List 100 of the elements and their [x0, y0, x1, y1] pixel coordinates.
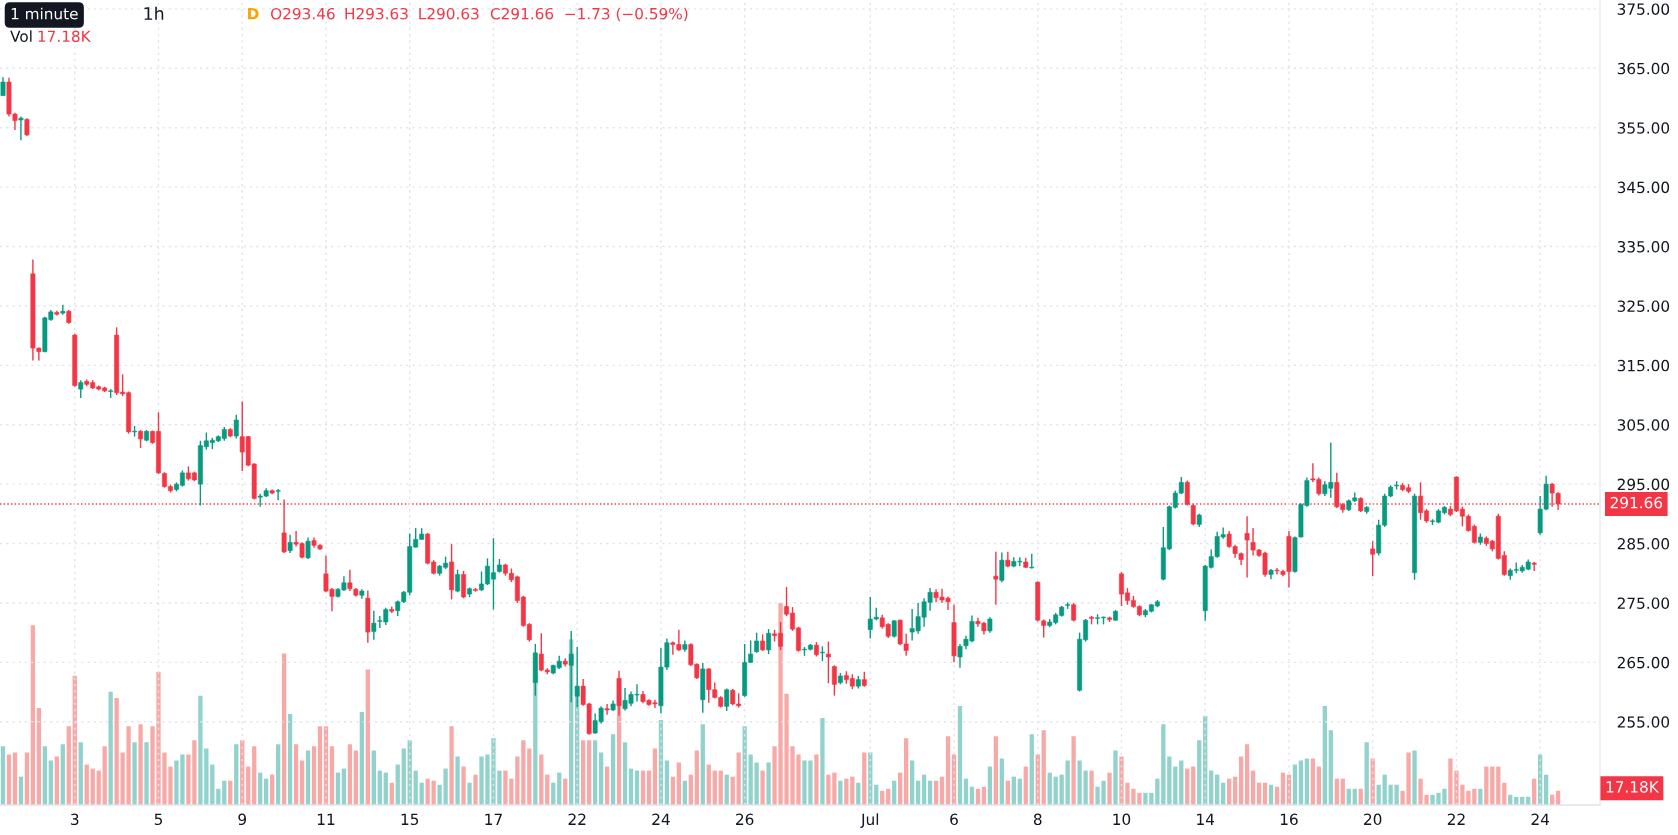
x-tick-label: 10: [1113, 813, 1131, 826]
x-tick-label: 22: [568, 813, 586, 825]
bar: [1298, 760, 1304, 805]
bar: [108, 691, 113, 805]
x-tick-label: 26: [736, 813, 754, 826]
bar: [467, 782, 472, 805]
annotation: O293.46: [271, 7, 335, 20]
bar: [455, 756, 460, 805]
bar: [694, 750, 699, 805]
bar: [60, 744, 65, 805]
bar: [1197, 740, 1202, 805]
bar: [36, 707, 42, 805]
bar: [66, 726, 71, 805]
candlestick: [754, 631, 760, 654]
bar: [24, 752, 30, 805]
annotation: 17.18K: [38, 30, 91, 43]
bar: [814, 754, 819, 805]
candlestick: [371, 609, 377, 641]
bar: [42, 746, 48, 805]
bar: [766, 762, 771, 805]
x-tick-label: 24: [1531, 813, 1550, 825]
bar: [395, 764, 400, 805]
bar: [999, 758, 1005, 805]
bar: [664, 760, 670, 805]
bar: [1484, 766, 1489, 805]
bar: [1310, 758, 1316, 805]
bar: [234, 744, 239, 805]
x-tick-label: 9: [238, 813, 247, 826]
bar: [862, 752, 867, 805]
bar: [1328, 730, 1333, 805]
bar: [0, 746, 6, 805]
bar: [1412, 750, 1417, 805]
bar: [838, 780, 843, 805]
bar: [84, 764, 89, 805]
bar: [275, 744, 281, 805]
x-tick-label: 8: [1033, 813, 1042, 826]
candlestick: [825, 640, 831, 684]
bar: [604, 766, 610, 805]
bar: [1292, 764, 1298, 805]
y-tick-label: 275.00: [1617, 597, 1670, 609]
bar: [598, 752, 604, 805]
bar: [760, 770, 765, 805]
chart-title: 1h: [144, 6, 164, 20]
bar: [1107, 772, 1112, 805]
y-tick-label: 365.00: [1617, 62, 1670, 75]
candlestick: [999, 551, 1005, 583]
candlestick: [831, 664, 837, 697]
y-tick-label: 265.00: [1617, 656, 1670, 669]
bar: [281, 653, 287, 805]
bar: [102, 746, 107, 805]
bar: [652, 748, 658, 805]
y-tick-label: 305.00: [1617, 419, 1670, 431]
bar: [401, 748, 406, 805]
bar: [365, 669, 370, 805]
bar: [1316, 766, 1322, 805]
bar: [329, 746, 335, 805]
bar: [592, 740, 598, 805]
bar: [359, 712, 365, 805]
x-tick-label: 24: [652, 813, 670, 825]
ref-line-label: 291.66: [1610, 496, 1663, 509]
bar: [371, 750, 376, 805]
bar: [252, 746, 257, 805]
bar: [48, 760, 53, 805]
bar: [581, 740, 586, 805]
y-tick-label: 315.00: [1617, 359, 1670, 372]
candlestick: [0, 76, 6, 97]
bar: [1322, 705, 1327, 805]
candlestick: [957, 643, 963, 669]
y-tick-label: 325.00: [1617, 300, 1670, 312]
annotation: 1 minute: [11, 7, 78, 20]
y-tick-label: 285.00: [1617, 538, 1670, 550]
bar: [78, 742, 83, 805]
x-tick-label: 11: [317, 813, 335, 825]
text: 17.18K: [1606, 781, 1660, 793]
annotation: C291.66: [490, 7, 554, 20]
bar: [6, 754, 12, 805]
x-tick-label: Jul: [860, 813, 879, 828]
x-tick-label: 6: [950, 813, 958, 826]
bar: [1304, 758, 1310, 805]
x-tick-label: 17: [485, 813, 502, 825]
bar: [1490, 766, 1495, 805]
annotation: −1.73 (−0.59%): [565, 7, 688, 22]
bar: [1023, 766, 1028, 805]
candlestick: [1531, 561, 1537, 572]
x-tick-label: 3: [71, 813, 79, 826]
candlestick: [275, 488, 281, 501]
bar: [1167, 756, 1172, 805]
bar: [736, 752, 741, 805]
candlestick: [233, 413, 239, 440]
bar: [144, 742, 149, 805]
bar: [54, 756, 59, 805]
candlestick: [281, 498, 287, 554]
bar: [287, 714, 293, 805]
candlestick: [305, 536, 311, 560]
bar: [1113, 750, 1118, 805]
bar: [622, 742, 628, 805]
bar: [676, 762, 682, 805]
bar: [132, 742, 137, 805]
bar: [909, 760, 915, 805]
x-tick-label: 20: [1364, 813, 1382, 826]
